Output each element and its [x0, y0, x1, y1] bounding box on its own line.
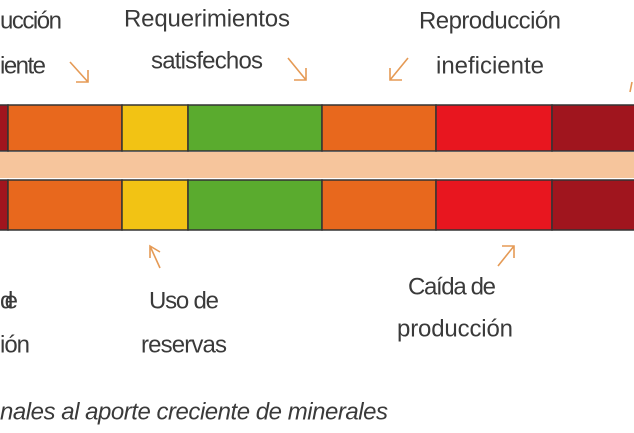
label: ión — [0, 331, 30, 358]
label: producción — [397, 315, 513, 342]
label: reservas — [141, 331, 227, 358]
label: de — [0, 287, 18, 314]
label: ucción — [0, 7, 62, 34]
middle-band — [0, 152, 634, 178]
label: ineficiente — [436, 52, 544, 79]
arrows — [69, 57, 633, 269]
caption: nales al aporte creciente de minerales — [0, 398, 388, 425]
label: Uso de — [149, 287, 219, 314]
label: Requerimientos — [124, 5, 290, 32]
label: iente — [0, 52, 46, 79]
label: satisfechos — [151, 47, 263, 74]
label: Reproducción — [419, 7, 561, 34]
bottom-band — [0, 179, 634, 231]
top-band — [0, 104, 634, 152]
label: Caída de — [408, 273, 496, 300]
